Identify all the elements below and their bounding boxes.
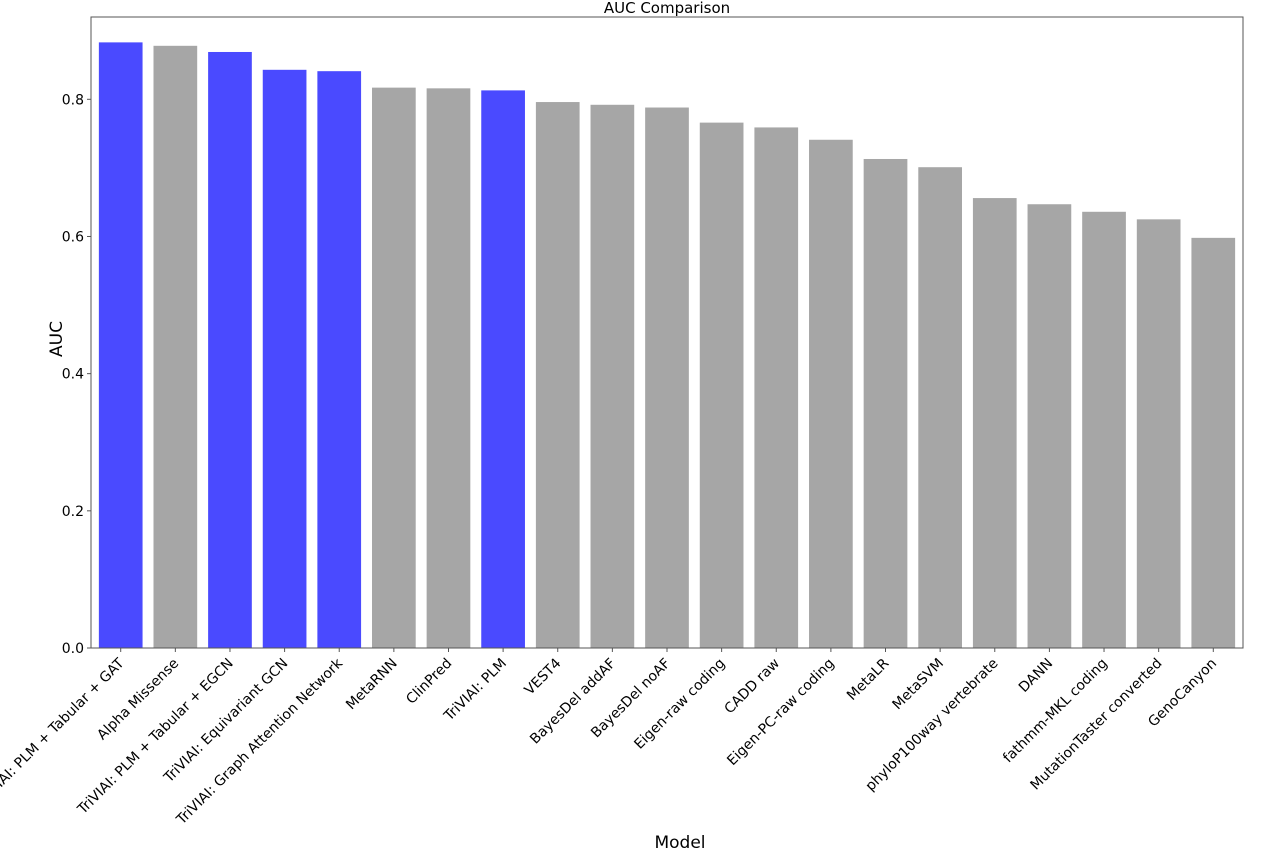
bar-2: [208, 51, 252, 649]
bar-16: [972, 198, 1017, 648]
bar-18: [1082, 211, 1126, 649]
bar-4: [317, 71, 362, 649]
x-tick-label: MetaLR: [844, 655, 892, 703]
chart-title: AUC Comparison: [604, 0, 730, 17]
bar-0: [98, 42, 143, 648]
y-axis-label: AUC: [47, 321, 67, 357]
x-tick-label: ClinPred: [403, 656, 455, 708]
bar-17: [1027, 204, 1072, 649]
bar-20: [1191, 237, 1236, 648]
bar-19: [1136, 219, 1181, 648]
y-tick-label: 0.0: [62, 641, 84, 657]
x-tick-label: MetaSVM: [889, 656, 946, 713]
y-axis: 0.0 0.2 0.4 0.6 0.8: [62, 92, 91, 657]
y-tick-label: 0.8: [62, 92, 84, 108]
bar-1: [153, 45, 198, 649]
x-tick-label: DANN: [1016, 656, 1056, 696]
bar-7: [481, 90, 525, 648]
bar-10: [645, 107, 689, 648]
bar-3: [262, 69, 307, 648]
bar-15: [918, 167, 962, 648]
plot-frame: [90, 16, 1244, 649]
y-tick-label: 0.2: [62, 504, 84, 520]
y-tick-label: 0.6: [62, 229, 84, 245]
bar-5: [372, 87, 416, 648]
bar-14: [863, 158, 908, 649]
bar-12: [754, 127, 799, 649]
bar-11: [699, 122, 744, 649]
x-tick-label: Eigen-raw coding: [631, 656, 728, 753]
x-tick-label: fathmm-MKL coding: [1000, 656, 1111, 767]
x-tick-label: Eigen-PC-raw coding: [724, 656, 837, 769]
y-tick-label: 0.4: [62, 367, 84, 383]
bar-9: [590, 104, 635, 649]
bar-6: [426, 88, 471, 648]
bar-13: [809, 139, 853, 648]
x-tick-label: VEST4: [522, 655, 565, 698]
bars-group: [98, 42, 1236, 649]
x-tick-label: MetaRNN: [343, 656, 401, 714]
bar-8: [535, 102, 580, 649]
x-axis-label: Model: [654, 833, 705, 851]
